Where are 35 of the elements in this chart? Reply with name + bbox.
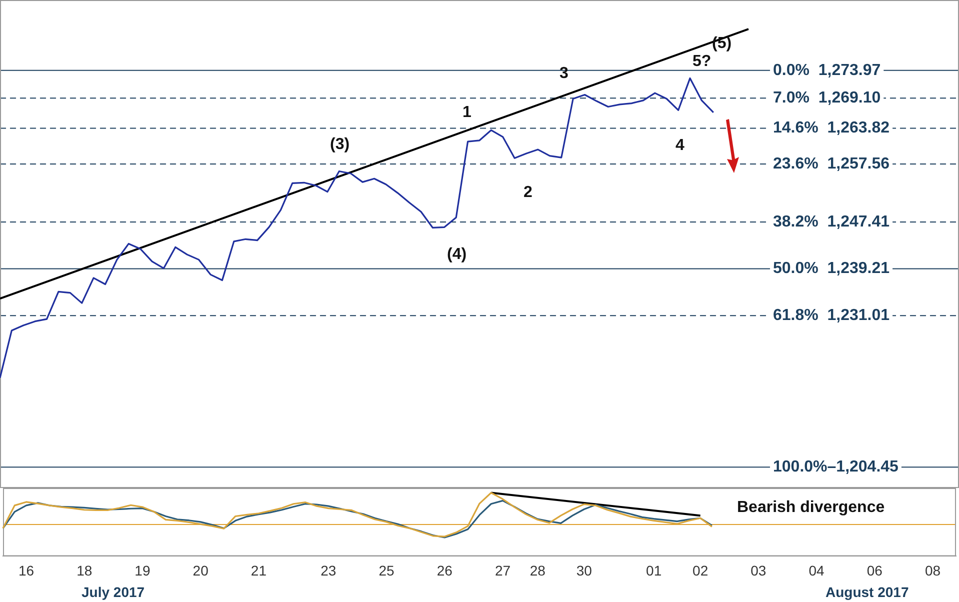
ref-line-label: 14.6% 1,263.82 xyxy=(773,120,890,137)
text: August 2017 xyxy=(826,584,909,600)
x-tick-label: 02 xyxy=(692,562,708,578)
text: July 2017 xyxy=(82,584,145,600)
x-tick-label: 21 xyxy=(250,562,267,578)
annotation: 4 xyxy=(676,137,684,155)
x-tick-label: 28 xyxy=(530,562,546,578)
ref-line-label: 50.0% 1,239.21 xyxy=(773,260,890,278)
ref-line-label: 23.6% 1,257.56 xyxy=(773,155,890,172)
x-tick-label: 01 xyxy=(646,562,662,578)
x-tick-label: 30 xyxy=(576,562,592,578)
x-tick-label: 20 xyxy=(192,562,209,578)
x-tick-label: 23 xyxy=(320,562,336,578)
annotation: 5? xyxy=(692,53,712,71)
x-tick-label: 04 xyxy=(808,562,825,578)
x-tick-label: 19 xyxy=(134,562,150,578)
x-tick-label: 18 xyxy=(76,562,92,578)
annotation: (4) xyxy=(447,246,467,264)
ref-line-label: 61.8% 1,231.01 xyxy=(773,306,890,324)
annotation: Bearish divergence xyxy=(737,499,885,517)
x-tick-label: 06 xyxy=(866,562,883,578)
ref-line-label: 0.0% 1,273.97 xyxy=(773,62,881,79)
annotation: (5) xyxy=(712,35,732,53)
ref-line-label: 100.0%–1,204.45 xyxy=(773,458,899,476)
ref-line-label: 7.0% 1,269.10 xyxy=(773,90,881,107)
x-tick-label: 16 xyxy=(18,562,34,578)
x-tick-label: 26 xyxy=(436,562,453,578)
annotation: (3) xyxy=(330,136,350,154)
x-tick-label: 08 xyxy=(924,562,941,578)
annotation: 1 xyxy=(462,104,472,122)
x-tick-label: 25 xyxy=(378,562,395,578)
annotation: 2 xyxy=(524,184,532,202)
x-tick-label: 03 xyxy=(750,562,766,578)
ref-line-label: 38.2% 1,247.41 xyxy=(773,213,890,230)
x-tick-label: 27 xyxy=(494,562,511,578)
